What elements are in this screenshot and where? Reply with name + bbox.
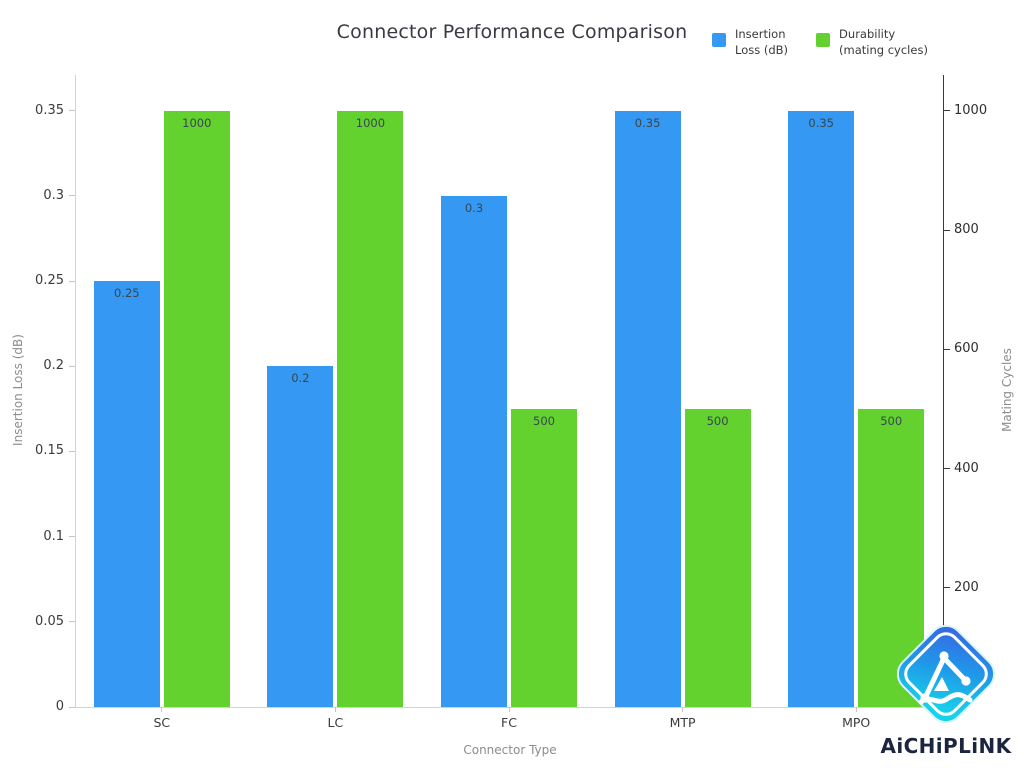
y-axis-left-tick [69, 365, 75, 367]
x-axis-title: Connector Type [463, 743, 557, 757]
bar-durability-mating-cycles-lc: 1000 [337, 110, 404, 707]
y-axis-right-tick-label: 400 [954, 460, 979, 476]
aichiplink-logo: AiCHiPLiNK [868, 614, 1024, 758]
y-axis-right-tick [944, 229, 950, 231]
bar-insertion-loss-db-sc: 0.25 [93, 281, 160, 707]
legend-item-durability[interactable]: Durability (mating cycles) [816, 27, 928, 59]
bar-value-label: 500 [880, 413, 903, 428]
y-axis-left-tick [69, 706, 75, 708]
x-axis-tick-label: MTP [669, 715, 696, 730]
y-axis-left-tick [69, 110, 75, 112]
legend-label-insertion-loss: Insertion Loss (dB) [735, 27, 789, 57]
bar-durability-mating-cycles-fc: 500 [511, 408, 577, 707]
bar-value-label: 1000 [355, 115, 386, 130]
chart-title: Connector Performance Comparison [336, 21, 688, 43]
y-axis-left-tick [69, 280, 75, 282]
y-axis-left-tick-label: 0.3 [43, 187, 64, 203]
bar-insertion-loss-db-fc: 0.3 [441, 195, 507, 707]
x-axis-tick-label: FC [501, 715, 517, 730]
x-axis-spine [75, 707, 944, 708]
legend-item-insertion-loss[interactable]: Insertion Loss (dB) [712, 27, 788, 59]
bar-value-label: 0.3 [464, 200, 484, 215]
x-axis-tick-label: MPO [842, 715, 871, 730]
bar-insertion-loss-db-lc: 0.2 [267, 366, 334, 707]
bar-value-label: 500 [706, 413, 729, 428]
y-axis-left-tick-label: 0.05 [35, 613, 64, 629]
y-axis-left-tick-label: 0.35 [35, 102, 64, 118]
y-axis-right-tick-label: 1000 [954, 102, 988, 118]
x-axis-tick [682, 707, 684, 712]
y-axis-left-tick-label: 0.15 [35, 443, 64, 459]
y-axis-right-tick [944, 348, 950, 350]
y-axis-left-tick [69, 450, 75, 452]
bar-value-label: 500 [533, 413, 555, 428]
legend: Insertion Loss (dB) Durability (mating c… [712, 27, 928, 59]
legend-swatch-durability [816, 33, 831, 47]
legend-swatch-insertion-loss [712, 33, 726, 47]
x-axis-tick-label: SC [153, 715, 171, 730]
x-axis-tick [334, 707, 336, 712]
bar-insertion-loss-db-mpo: 0.35 [788, 110, 855, 707]
y-axis-right-tick [944, 110, 950, 112]
x-axis-tick [508, 707, 510, 712]
y-axis-right-tick-label: 200 [954, 579, 979, 595]
y-axis-left-tick-label: 0.1 [43, 528, 64, 544]
bar-value-label: 0.35 [634, 115, 661, 130]
bar-durability-mating-cycles-mtp: 500 [684, 408, 751, 707]
y-axis-left-spine [75, 75, 76, 707]
y-axis-left-tick [69, 621, 75, 623]
y-axis-left-tick [69, 195, 75, 197]
y-axis-left-title: Insertion Loss (dB) [11, 334, 25, 446]
y-axis-right-tick-label: 800 [954, 222, 979, 238]
y-axis-left-tick [69, 536, 75, 538]
aichiplink-logo-text: AiCHiPLiNK [880, 734, 1012, 758]
bar-value-label: 1000 [182, 115, 212, 130]
bar-durability-mating-cycles-sc: 1000 [163, 110, 230, 707]
y-axis-right-tick [944, 587, 950, 589]
legend-label-durability: Durability (mating cycles) [839, 27, 928, 57]
bar-value-label: 0.35 [808, 115, 834, 130]
y-axis-right-tick [944, 468, 950, 469]
bar-value-label: 0.2 [291, 371, 310, 386]
x-axis-tick [855, 707, 857, 712]
x-axis-tick-label: LC [327, 715, 344, 730]
y-axis-left-tick-label: 0.2 [43, 358, 64, 374]
y-axis-right-title: Mating Cycles [1000, 348, 1014, 432]
bar-insertion-loss-db-mtp: 0.35 [614, 110, 681, 707]
y-axis-left-tick-label: 0.25 [35, 273, 64, 289]
y-axis-right-tick-label: 600 [954, 341, 979, 357]
bar-value-label: 0.25 [113, 286, 140, 301]
y-axis-right-spine [943, 75, 944, 708]
x-axis-tick [161, 707, 163, 712]
aichiplink-logo-icon [896, 624, 996, 724]
y-axis-left-tick-label: 0 [55, 699, 64, 714]
